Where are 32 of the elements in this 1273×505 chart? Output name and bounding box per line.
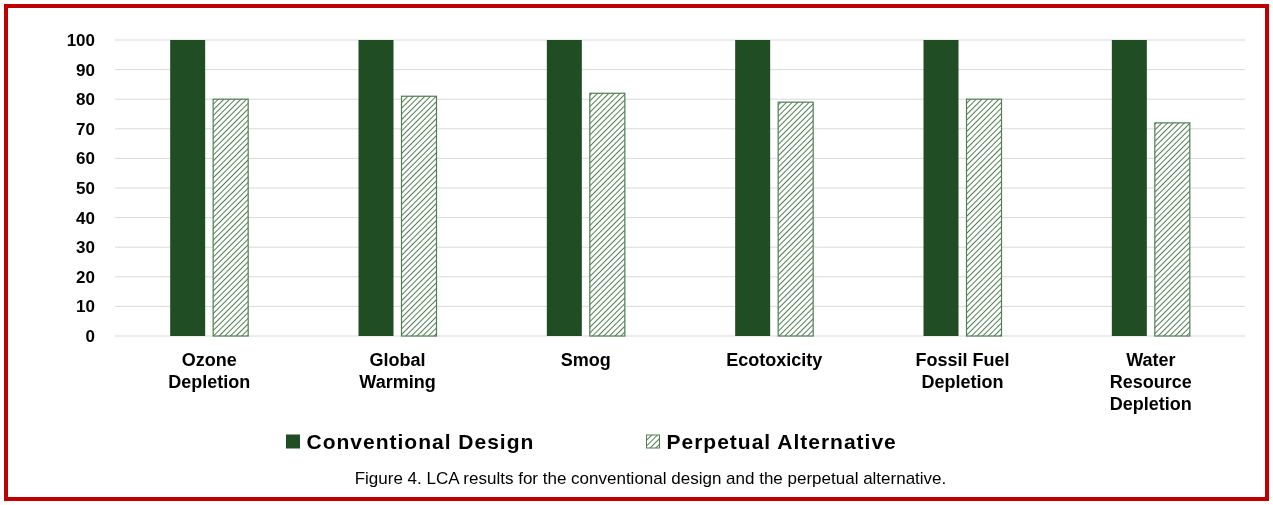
bar xyxy=(923,40,959,336)
x-tick-label: Water Resource Depletion xyxy=(1109,350,1192,414)
bar xyxy=(358,40,394,336)
bar xyxy=(170,40,206,336)
bar xyxy=(400,95,438,337)
legend-label: Perpetual Alternative xyxy=(666,430,897,454)
y-tick-label: 20 xyxy=(76,267,95,287)
x-tick-label: Ozone Depletion xyxy=(168,350,251,392)
bar xyxy=(777,101,814,337)
caption: Figure 4. LCA results for the conventional design and the perpetual alternative. xyxy=(354,469,947,488)
bar xyxy=(546,40,582,336)
bar xyxy=(589,92,626,337)
x-tick-label: Fossil Fuel Depletion xyxy=(915,350,1010,392)
x-tick-label: Smog xyxy=(560,350,611,370)
y-tick-label: 90 xyxy=(76,60,95,80)
y-tick-label: 0 xyxy=(85,326,95,346)
y-tick-label: 60 xyxy=(76,149,95,169)
bar xyxy=(735,40,771,336)
bar xyxy=(1154,122,1191,337)
y-tick-label: 10 xyxy=(76,297,95,317)
y-tick-label: 40 xyxy=(76,208,95,228)
bar xyxy=(1111,40,1147,336)
y-tick-label: 50 xyxy=(76,178,95,198)
legend-label: Conventional Design xyxy=(306,430,535,454)
x-tick-label: Global Warming xyxy=(359,350,436,392)
bar xyxy=(965,98,1003,337)
y-tick-label: 30 xyxy=(76,238,95,258)
y-tick-label: 100 xyxy=(66,30,95,50)
bar xyxy=(212,98,249,337)
y-tick-label: 70 xyxy=(76,119,95,139)
y-tick-label: 80 xyxy=(76,90,95,110)
x-tick-label: Ecotoxicity xyxy=(726,350,823,370)
